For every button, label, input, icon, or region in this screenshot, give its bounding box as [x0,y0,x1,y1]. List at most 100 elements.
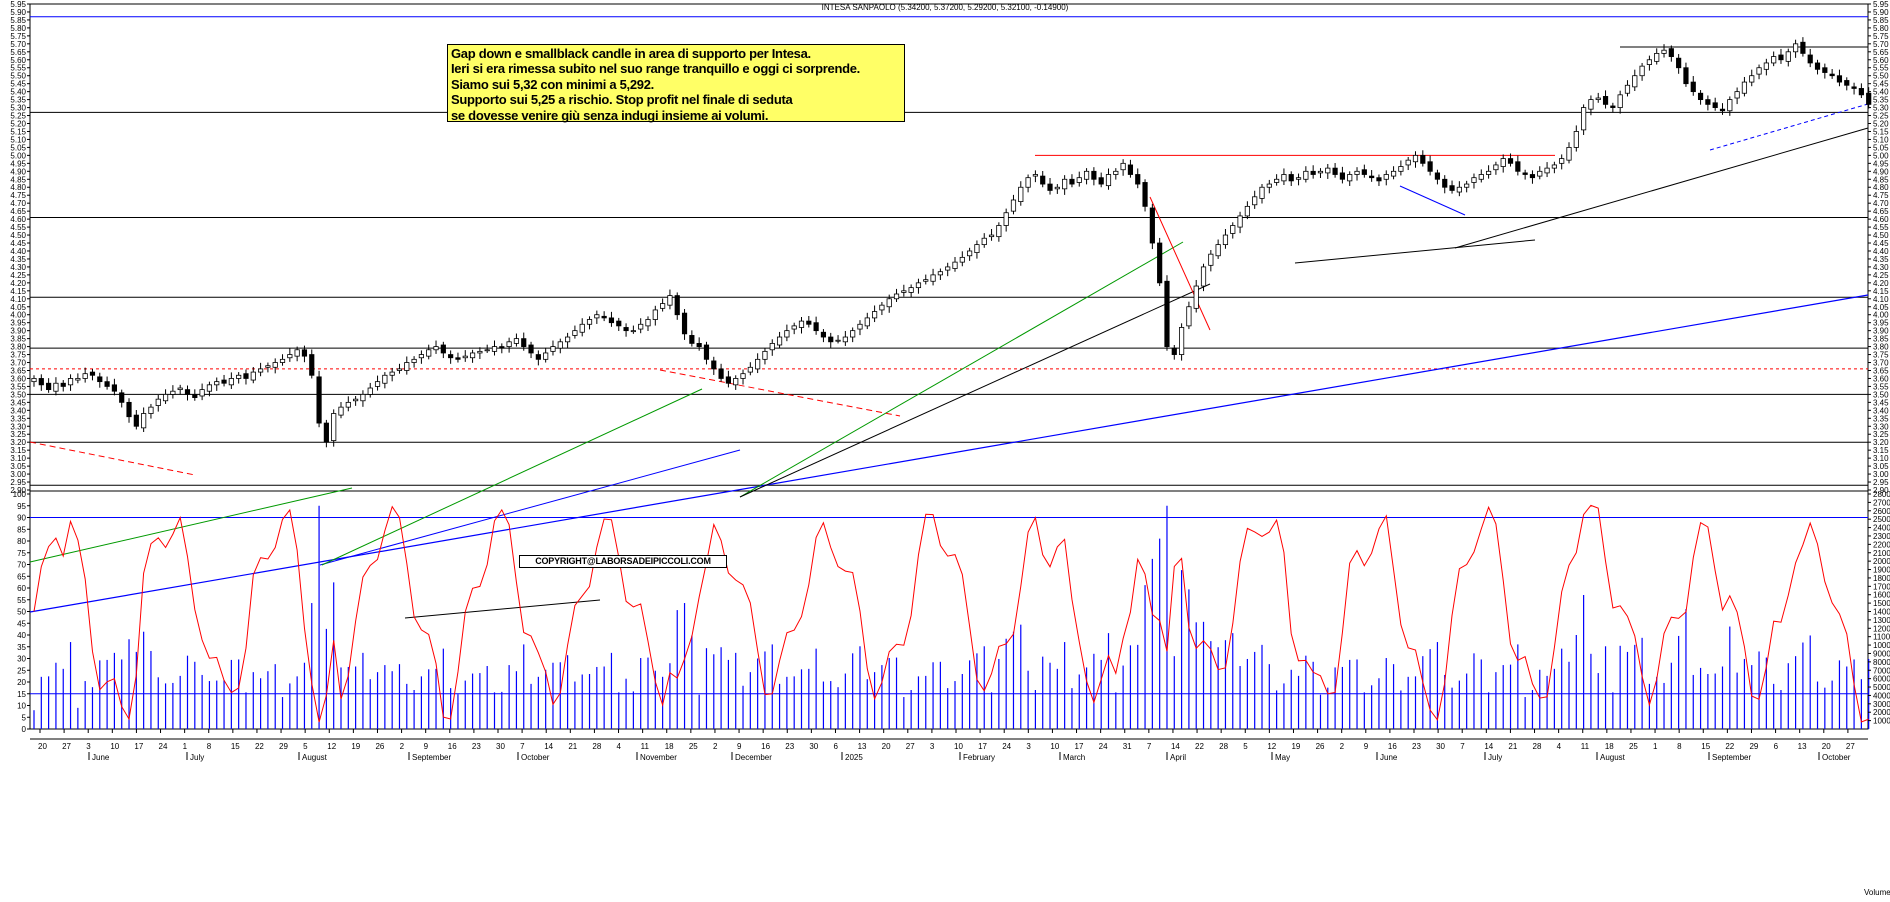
date-tick-label: 20 [882,742,891,751]
oscillator-tick-label: 95 [17,502,26,511]
candle-body [565,336,571,343]
date-tick-label: 28 [592,742,601,751]
price-tick-label-left: 5.75 [10,32,26,41]
candle-body [1179,327,1185,355]
price-tick-label-left: 4.75 [10,191,26,200]
candle-body [930,274,936,282]
candle-body [199,389,205,397]
price-tick-label-left: 5.95 [10,0,26,9]
candle-body [755,358,761,370]
date-tick-label: 3 [930,742,935,751]
candle-body [1157,242,1163,284]
copyright-watermark: COPYRIGHT@LABORSADEIPICCOLI.COM [519,555,727,568]
candle-body [1412,154,1419,163]
trend-line [1149,196,1211,331]
date-tick-label: 13 [858,742,867,751]
volume-tick-label: 8000 [1873,658,1890,667]
price-tick-label-left: 4.50 [10,231,26,240]
candle-body [338,406,344,416]
oscillator-tick-label: 85 [17,525,26,534]
date-tick-label: 2 [400,742,405,751]
price-tick-label-right: 5.50 [1873,72,1889,81]
candle-body [141,413,147,429]
candle-body [1800,41,1806,54]
volume-tick-label: 19000 [1873,566,1890,575]
candle-body [1668,48,1674,57]
candle-body [776,336,783,346]
price-tick-label-right: 3.10 [1873,454,1889,463]
month-label: June [1380,753,1398,762]
price-tick-label-left: 5.45 [10,80,26,89]
price-tick-label-right: 4.60 [1873,215,1889,224]
price-tick-label-right: 3.40 [1873,406,1889,415]
candle-body [1098,177,1104,185]
candle-body [1456,186,1462,193]
candle-body [535,354,541,360]
price-tick-label-right: 5.65 [1873,48,1889,57]
candle-body [638,323,644,330]
date-tick-label: 23 [1412,742,1421,751]
date-tick-label: 14 [544,742,553,751]
price-tick-label-left: 4.90 [10,167,26,176]
price-tick-label-left: 3.75 [10,351,26,360]
date-tick-label: 31 [1123,742,1132,751]
candle-body [828,336,834,343]
candle-body [1405,159,1411,166]
date-tick-label: 3 [1026,742,1031,751]
volume-tick-label: 20000 [1873,557,1890,566]
price-tick-label-left: 3.00 [10,470,26,479]
volume-tick-label: 23000 [1873,532,1890,541]
candle-body [353,398,359,402]
candle-body [396,368,403,371]
candle-body [1529,174,1536,179]
price-tick-label-left: 5.60 [10,56,26,65]
candle-body [1866,92,1872,105]
candle-body [1113,170,1119,175]
candle-body [1712,102,1718,108]
candle-body [1164,280,1170,347]
volume-tick-label: 21000 [1873,549,1890,558]
price-tick-label-right: 5.30 [1873,104,1889,113]
candle-body [1069,178,1075,185]
candle-body [820,331,827,338]
candle-body [681,312,688,335]
candle-body [1697,92,1704,101]
price-tick-label-left: 5.70 [10,40,26,49]
price-tick-label-left: 5.90 [10,8,26,17]
price-tick-label-left: 4.05 [10,303,26,312]
price-tick-label-right: 5.05 [1873,143,1889,152]
date-tick-label: 24 [1002,742,1011,751]
candle-body [660,303,666,309]
candle-body [645,319,651,327]
candle-body [806,320,812,325]
volume-tick-label: 3000 [1873,700,1890,709]
date-tick-label: 10 [110,742,119,751]
candle-body [316,376,322,424]
candle-body [1230,225,1236,234]
candle-body [243,373,249,379]
volume-tick-label: 14000 [1873,608,1890,617]
date-tick-label: 18 [665,742,674,751]
candle-body [1844,80,1850,86]
candle-body [1814,62,1821,70]
price-tick-label-right: 4.65 [1873,207,1889,216]
price-tick-label-left: 3.55 [10,382,26,391]
candle-body [1310,170,1316,175]
candle-body [323,422,329,443]
date-tick-label: 24 [159,742,168,751]
price-tick-label-right: 3.65 [1873,366,1889,375]
oscillator-tick-label: 40 [17,631,26,640]
date-tick-label: 19 [351,742,360,751]
volume-bars [33,505,1870,729]
candle-body [1559,158,1565,164]
candle-body [1018,186,1024,202]
price-tick-label-right: 3.15 [1873,446,1889,455]
price-tick-label-right: 4.05 [1873,303,1889,312]
candle-body [740,373,746,379]
trend-line [659,369,901,417]
candle-body [1200,266,1207,287]
candle-body [250,371,256,381]
price-tick-label-left: 3.80 [10,343,26,352]
price-tick-label-right: 4.75 [1873,191,1889,200]
candle-body [813,322,819,332]
